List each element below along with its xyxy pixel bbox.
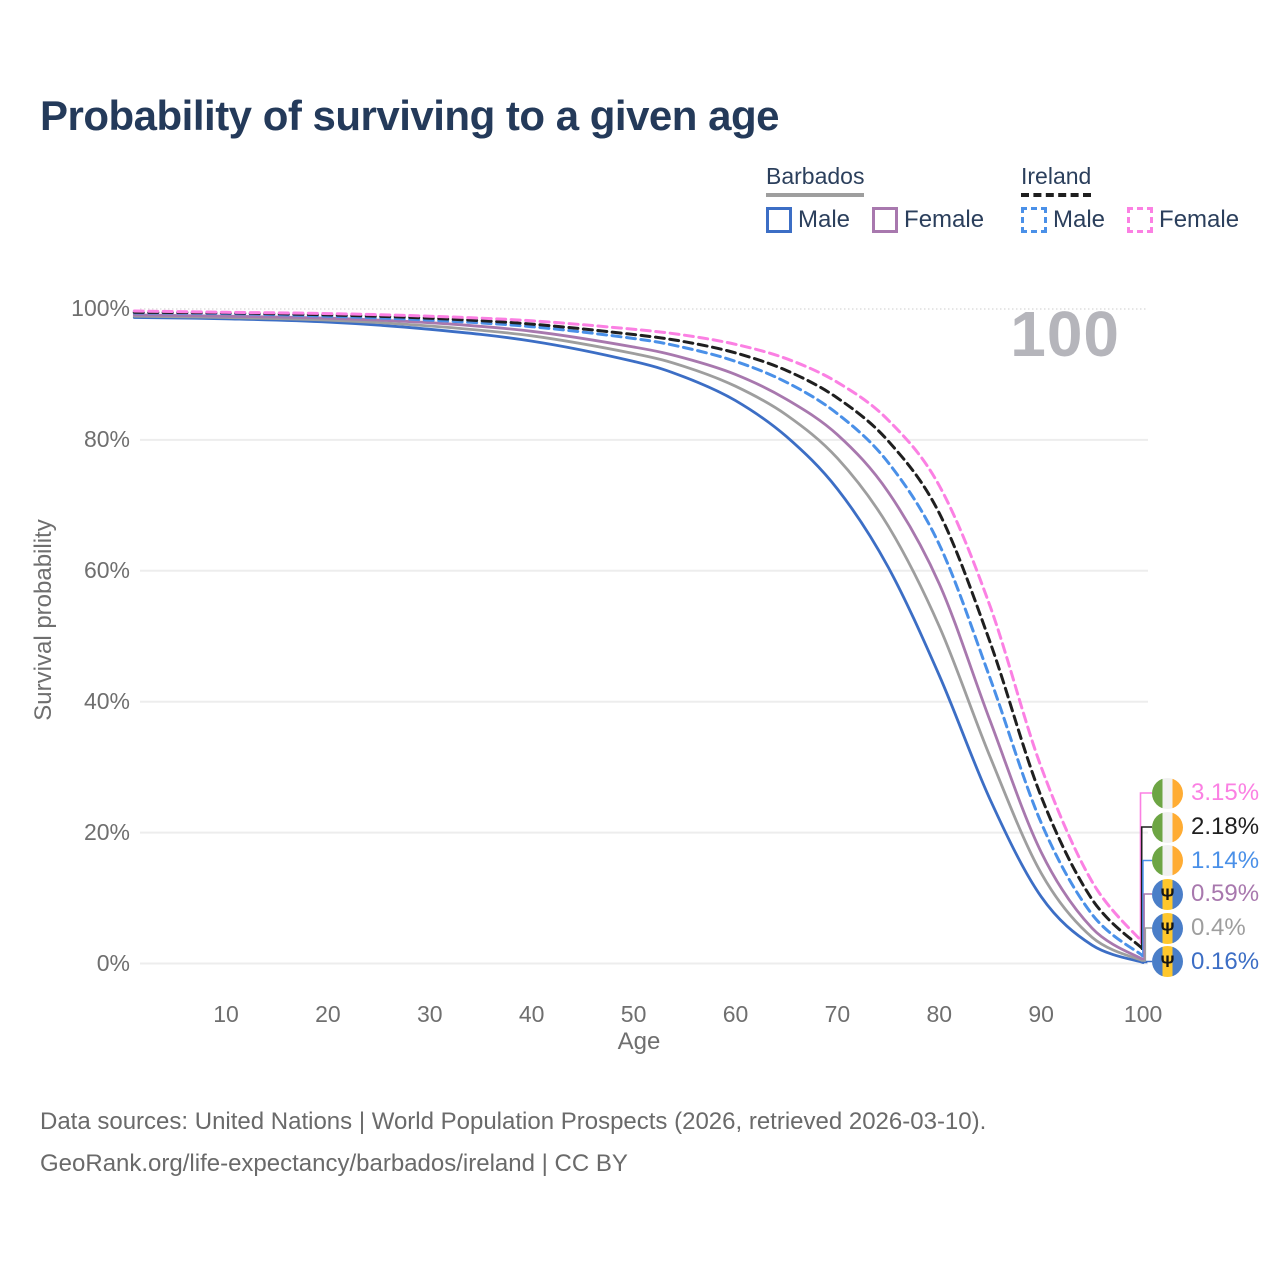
barbados-flag-icon: Ψ	[1152, 878, 1183, 910]
end-label-barbados-female: Ψ 0.59%	[1152, 878, 1260, 910]
x-tick-label: 40	[518, 1001, 545, 1027]
legend-item-barbados-female[interactable]: Female	[872, 206, 984, 234]
x-axis-title: Age	[617, 1028, 661, 1055]
curve-ireland-female	[132, 309, 1145, 945]
ireland-flag-icon	[1152, 811, 1183, 843]
end-label-value: 1.14%	[1191, 846, 1260, 874]
curve-ireland-both-sexes	[132, 310, 1145, 951]
attribution-text: GeoRank.org/life-expectancy/barbados/ire…	[40, 1150, 628, 1177]
barbados-female-swatch-icon	[872, 207, 899, 233]
x-tick-label: 70	[824, 1001, 851, 1027]
end-label-barbados-male: Ψ 0.16%	[1152, 946, 1259, 977]
legend-group-title-barbados: Barbados	[766, 163, 865, 197]
curve-ireland-male	[132, 311, 1145, 958]
end-label-value: 3.15%	[1191, 779, 1260, 806]
hovered-age-watermark: 100	[1010, 298, 1120, 370]
curve-barbados-female	[132, 313, 1145, 961]
y-tick-label: 60%	[83, 556, 130, 583]
end-label-barbados-both-sexes: Ψ 0.4%	[1152, 912, 1246, 944]
ireland-male-swatch-icon	[1021, 207, 1047, 233]
legend-item-label: Male	[798, 206, 851, 233]
end-label-connector	[1141, 960, 1152, 964]
y-tick-label: 0%	[96, 949, 130, 976]
ireland-female-swatch-icon	[1127, 207, 1154, 233]
legend-item-barbados-male[interactable]: Male	[766, 206, 850, 234]
curve-barbados-male	[132, 316, 1145, 964]
end-label-connector	[1139, 792, 1152, 944]
legend-group-title-ireland: Ireland	[1021, 163, 1092, 197]
x-tick-label: 100	[1123, 1001, 1163, 1027]
y-tick-label: 80%	[83, 425, 130, 452]
x-tick-label: 50	[620, 1001, 647, 1027]
legend-group-ireland: Ireland Male Female	[1021, 163, 1239, 234]
legend-group-barbados: Barbados Male Female	[766, 163, 984, 234]
x-tick-label: 30	[417, 1001, 443, 1027]
legend-item-label: Female	[1159, 206, 1240, 233]
data-sources-text: Data sources: United Nations | World Pop…	[40, 1108, 987, 1135]
x-tick-label: 10	[213, 1001, 239, 1027]
barbados-male-swatch-icon	[766, 207, 792, 233]
y-tick-label: 40%	[83, 687, 130, 714]
end-label-ireland-female: 3.15%	[1152, 777, 1260, 809]
x-tick-label: 20	[315, 1001, 341, 1027]
legend-item-label: Female	[904, 206, 985, 233]
y-tick-label: 100%	[71, 295, 130, 321]
legend-item-ireland-male[interactable]: Male	[1021, 206, 1105, 234]
end-label-value: 0.59%	[1191, 880, 1260, 907]
legend-item-ireland-female[interactable]: Female	[1127, 206, 1239, 234]
x-tick-label: 80	[926, 1001, 953, 1027]
chart-title: Probability of surviving to a given age	[40, 92, 779, 139]
end-label-value: 0.16%	[1191, 947, 1260, 975]
end-label-connector	[1141, 859, 1152, 957]
x-tick-label: 90	[1028, 1001, 1054, 1027]
end-label-value: 2.18%	[1191, 813, 1260, 840]
end-label-connector	[1141, 927, 1152, 962]
end-label-connector	[1140, 826, 1152, 950]
end-label-value: 0.4%	[1191, 914, 1246, 941]
curve-barbados-both-sexes	[132, 314, 1145, 963]
y-tick-label: 20%	[83, 818, 130, 845]
legend-item-label: Male	[1053, 206, 1106, 233]
end-label-connector	[1141, 893, 1152, 961]
end-label-ireland-male: 1.14%	[1152, 845, 1259, 876]
x-tick-label: 60	[722, 1001, 749, 1027]
end-label-ireland-both-sexes: 2.18%	[1152, 811, 1260, 843]
barbados-flag-icon: Ψ	[1152, 912, 1183, 944]
ireland-flag-icon	[1152, 845, 1183, 876]
barbados-flag-icon: Ψ	[1152, 946, 1183, 977]
ireland-flag-icon	[1152, 777, 1183, 809]
